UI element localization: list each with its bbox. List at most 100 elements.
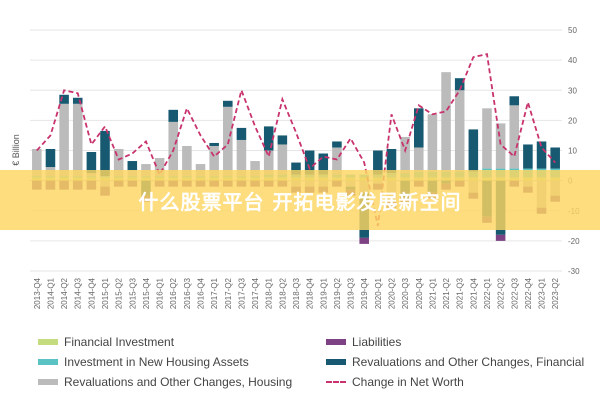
- bar: [509, 96, 520, 106]
- legend-swatch: [326, 339, 346, 345]
- legend-label: Financial Investment: [64, 335, 175, 349]
- x-tick-label: 2023-Q2: [551, 277, 560, 309]
- bar: [223, 100, 233, 107]
- x-tick-label: 2021-Q3: [456, 277, 465, 309]
- y-tick-label: 50: [568, 26, 577, 35]
- bar: [263, 126, 274, 151]
- bar: [373, 150, 383, 175]
- legend-swatch: [38, 379, 58, 385]
- bar: [495, 123, 506, 169]
- bar: [72, 103, 83, 177]
- legend-item-revaluations-financial: Revaluations and Other Changes, Financia…: [326, 355, 584, 369]
- legend-swatch: [38, 339, 58, 345]
- bar: [209, 145, 219, 177]
- x-tick-label: 2017-Q4: [251, 277, 260, 309]
- x-tick-label: 2023-Q1: [538, 277, 547, 309]
- x-tick-label: 2017-Q1: [210, 277, 219, 309]
- bar: [32, 148, 42, 177]
- bar: [45, 148, 56, 168]
- x-tick-label: 2018-Q4: [306, 277, 315, 309]
- x-tick-label: 2018-Q1: [265, 277, 274, 309]
- y-tick-label: 20: [568, 116, 577, 125]
- bar: [413, 108, 424, 148]
- y-tick-label: -20: [568, 237, 580, 246]
- bar: [304, 150, 315, 175]
- x-tick-label: 2018-Q3: [292, 277, 301, 309]
- bar: [209, 142, 219, 146]
- bar: [332, 147, 342, 175]
- bar: [427, 114, 438, 172]
- x-tick-label: 2014-Q3: [74, 277, 83, 309]
- x-tick-label: 2013-Q4: [33, 277, 42, 309]
- legend-label: Revaluations and Other Changes, Housing: [64, 375, 293, 389]
- y-axis: 50403020100-10-20-30: [568, 26, 580, 276]
- x-tick-label: 2020-Q2: [387, 277, 396, 309]
- legend-swatch: [326, 359, 346, 365]
- bar: [100, 130, 110, 177]
- x-tick-label: 2016-Q4: [197, 277, 206, 309]
- bar: [59, 94, 69, 104]
- y-tick-label: 30: [568, 86, 577, 95]
- x-tick-label: 2014-Q2: [60, 277, 69, 309]
- x-axis: 2013-Q4 2014-Q1 2014-Q2 2014-Q3 2014-Q4 2015-…: [33, 277, 560, 309]
- legend-swatch: [38, 359, 58, 365]
- bar: [277, 135, 288, 145]
- x-tick-label: 2019-Q1: [319, 277, 328, 309]
- banner-text: 什么股票平台 开拓电影发展新空间: [138, 189, 462, 214]
- x-tick-label: 2014-Q4: [87, 277, 96, 309]
- chart: 50403020100-10-20-30 2013-Q42014-Q12014-…: [11, 26, 580, 309]
- x-tick-label: 2021-Q1: [428, 277, 437, 309]
- legend-item-revaluations-housing: Revaluations and Other Changes, Housing: [38, 375, 292, 389]
- bar: [482, 108, 492, 169]
- bar: [263, 150, 274, 175]
- x-tick-label: 2021-Q4: [469, 277, 478, 309]
- x-tick-label: 2022-Q2: [497, 277, 506, 309]
- x-tick-label: 2019-Q3: [347, 277, 356, 309]
- bar: [495, 234, 506, 241]
- x-tick-label: 2014-Q1: [46, 277, 55, 309]
- bar: [468, 129, 479, 172]
- bar: [454, 78, 465, 91]
- bar: [413, 147, 424, 172]
- x-tick-label: 2015-Q3: [128, 277, 137, 309]
- bar: [59, 103, 69, 177]
- bar: [536, 141, 547, 169]
- x-tick-label: 2017-Q3: [237, 277, 246, 309]
- legend-item-liabilities: Liabilities: [326, 335, 401, 349]
- x-tick-label: 2015-Q1: [101, 277, 110, 309]
- x-tick-label: 2018-Q2: [278, 277, 287, 309]
- x-tick-label: 2016-Q1: [156, 277, 165, 309]
- y-tick-label: -30: [568, 267, 580, 276]
- bar: [168, 109, 179, 122]
- bar: [113, 148, 124, 177]
- bar: [182, 145, 192, 177]
- bar: [318, 153, 329, 175]
- x-tick-label: 2015-Q4: [142, 277, 151, 309]
- x-tick-label: 2017-Q2: [224, 277, 233, 309]
- x-tick-label: 2015-Q2: [115, 277, 124, 309]
- x-tick-label: 2020-Q3: [401, 277, 410, 309]
- bar: [332, 141, 342, 148]
- bar: [236, 127, 247, 140]
- x-tick-label: 2016-Q2: [169, 277, 178, 309]
- bar: [400, 136, 410, 174]
- legend-label: Change in Net Worth: [352, 375, 464, 389]
- x-tick-label: 2020-Q4: [415, 277, 424, 309]
- bar: [386, 148, 397, 174]
- legend-item-change-net-worth: Change in Net Worth: [326, 375, 464, 389]
- bar: [277, 144, 288, 175]
- bar: [250, 161, 260, 177]
- legend-label: Liabilities: [352, 335, 402, 349]
- bar: [523, 144, 533, 169]
- x-tick-label: 2020-Q1: [374, 277, 383, 309]
- bar: [86, 152, 97, 174]
- bar: [236, 139, 247, 177]
- legend-label: Investment in New Housing Assets: [64, 355, 249, 369]
- bar: [72, 97, 83, 104]
- bar: [291, 162, 301, 175]
- y-axis-title: € Billion: [11, 134, 21, 166]
- y-tick-label: 40: [568, 56, 577, 65]
- x-tick-label: 2019-Q2: [333, 277, 342, 309]
- x-tick-label: 2016-Q3: [183, 277, 192, 309]
- legend-item-financial-investment: Financial Investment: [38, 335, 174, 349]
